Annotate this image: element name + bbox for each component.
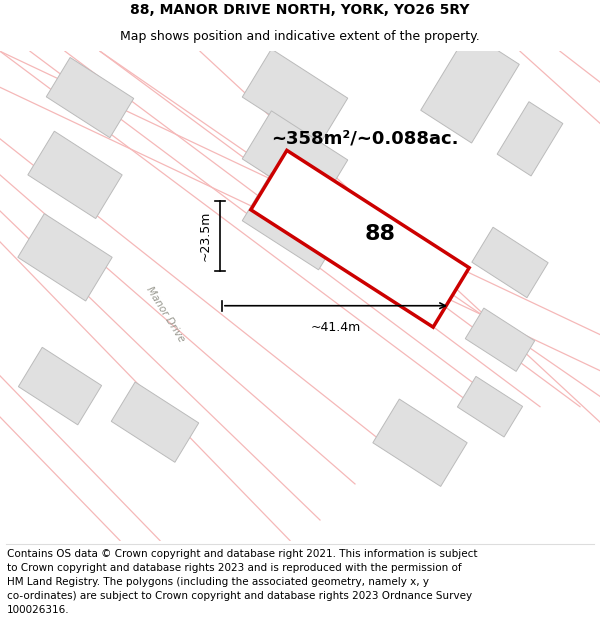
Text: HM Land Registry. The polygons (including the associated geometry, namely x, y: HM Land Registry. The polygons (includin…	[7, 577, 429, 587]
Polygon shape	[111, 382, 199, 462]
Polygon shape	[242, 111, 348, 208]
Polygon shape	[497, 102, 563, 176]
Polygon shape	[457, 376, 523, 437]
Text: to Crown copyright and database rights 2023 and is reproduced with the permissio: to Crown copyright and database rights 2…	[7, 563, 462, 573]
Polygon shape	[472, 228, 548, 298]
Polygon shape	[18, 214, 112, 301]
Text: ~23.5m: ~23.5m	[199, 211, 212, 261]
Polygon shape	[28, 131, 122, 219]
Polygon shape	[46, 58, 134, 138]
Text: 100026316.: 100026316.	[7, 605, 70, 615]
Polygon shape	[421, 32, 519, 143]
Text: ~41.4m: ~41.4m	[311, 321, 361, 334]
Polygon shape	[373, 399, 467, 486]
Text: ~358m²/~0.088ac.: ~358m²/~0.088ac.	[271, 130, 459, 148]
Polygon shape	[465, 308, 535, 371]
Text: Map shows position and indicative extent of the property.: Map shows position and indicative extent…	[120, 31, 480, 43]
Text: 88: 88	[365, 224, 395, 244]
Text: 88, MANOR DRIVE NORTH, YORK, YO26 5RY: 88, MANOR DRIVE NORTH, YORK, YO26 5RY	[130, 3, 470, 18]
Text: Contains OS data © Crown copyright and database right 2021. This information is : Contains OS data © Crown copyright and d…	[7, 549, 478, 559]
Polygon shape	[242, 49, 348, 146]
Polygon shape	[19, 348, 101, 425]
Text: co-ordinates) are subject to Crown copyright and database rights 2023 Ordnance S: co-ordinates) are subject to Crown copyr…	[7, 591, 472, 601]
Text: Manor Drive: Manor Drive	[144, 284, 186, 344]
Polygon shape	[251, 151, 469, 327]
Polygon shape	[242, 173, 348, 270]
